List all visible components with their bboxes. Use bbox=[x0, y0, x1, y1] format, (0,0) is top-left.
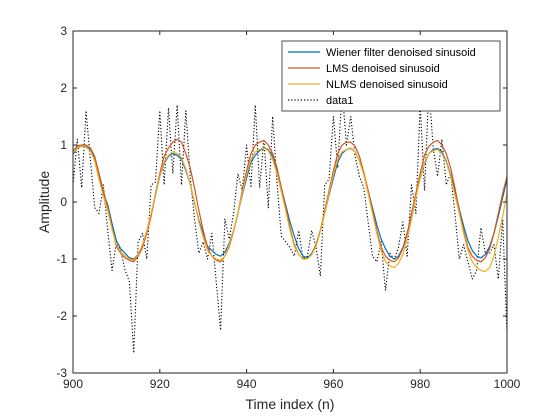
legend-box bbox=[281, 40, 501, 112]
y-tick-label: -1 bbox=[56, 252, 67, 266]
y-tick-label: 2 bbox=[60, 81, 67, 95]
y-tick-label: -3 bbox=[56, 366, 67, 380]
y-tick-label: 1 bbox=[60, 138, 67, 152]
x-tick-label: 940 bbox=[237, 377, 257, 391]
legend-label: Wiener filter denoised sinusoid bbox=[326, 47, 476, 59]
x-tick-label: 920 bbox=[150, 377, 170, 391]
legend: Wiener filter denoised sinusoid LMS denoi… bbox=[281, 40, 501, 112]
y-tick-label: 0 bbox=[60, 195, 67, 209]
series-layer bbox=[72, 87, 508, 354]
x-tick-label: 980 bbox=[410, 377, 430, 391]
legend-label: data1 bbox=[326, 95, 354, 107]
x-axis-label: Time index (n) bbox=[246, 396, 335, 412]
legend-label: NLMS denoised sinusoid bbox=[326, 79, 448, 91]
y-tick-label: -2 bbox=[56, 309, 67, 323]
x-tick-label: 1000 bbox=[494, 377, 521, 391]
series-line-3 bbox=[72, 145, 508, 273]
x-tick-label: 960 bbox=[323, 377, 343, 391]
tick-layer: 900 920 940 960 980 1000 -3 -2 -1 0 1 2 3 bbox=[56, 24, 520, 391]
x-tick-label: 900 bbox=[63, 377, 83, 391]
y-axis-label: Amplitude bbox=[36, 171, 52, 233]
y-tick-label: 3 bbox=[60, 24, 67, 38]
legend-label: LMS denoised sinusoid bbox=[326, 63, 440, 75]
series-line-2 bbox=[72, 138, 508, 263]
